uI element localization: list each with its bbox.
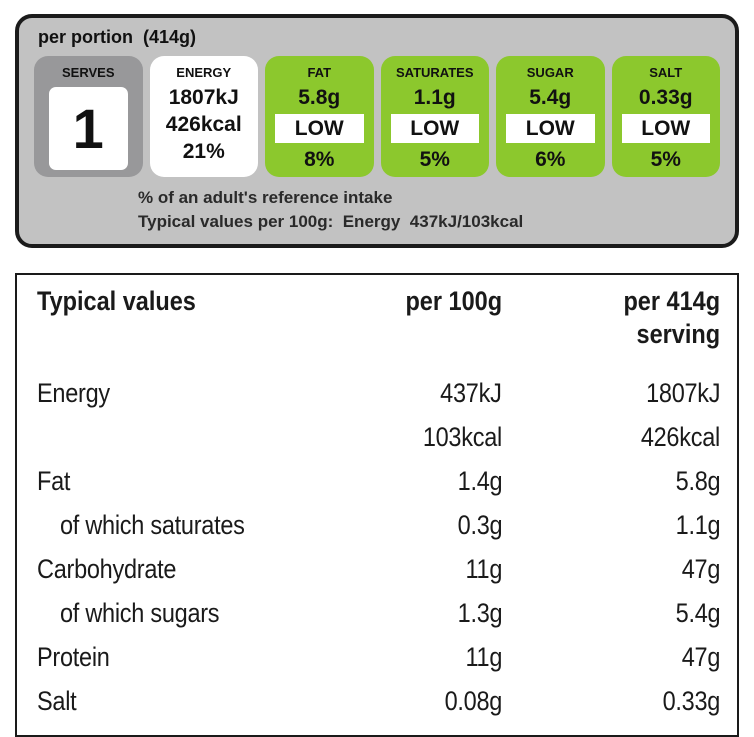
typical-values-table: Typical values per 100g per 414g serving… <box>15 273 739 737</box>
salt-amount: 0.33g <box>638 86 693 109</box>
reference-intake-note: % of an adult's reference intake <box>138 188 393 207</box>
header-per-100g: per 100g <box>405 286 502 316</box>
row-per100: 0.3g <box>457 509 502 540</box>
table-row-fat: Fat 1.4g 5.8g <box>37 459 720 503</box>
row-label: Carbohydrate <box>37 553 177 584</box>
row-per100: 437kJ <box>440 377 503 408</box>
energy-kcal: 426kcal <box>165 113 242 136</box>
saturates-label: SATURATES <box>395 65 474 80</box>
row-label: Salt <box>37 685 77 716</box>
salt-ri-percent: 5% <box>650 148 681 171</box>
row-label <box>37 421 357 454</box>
row-serving: 426kcal <box>640 421 720 452</box>
row-per100: 1.4g <box>457 465 502 496</box>
table-row-protein: Protein 11g 47g <box>37 635 720 679</box>
header-per-serving: per 414g serving <box>623 286 720 349</box>
energy-values: 1807kJ 426kcal 21% <box>166 84 242 165</box>
sugar-ri-percent: 6% <box>535 148 566 171</box>
table-row-salt: Salt 0.08g 0.33g <box>37 679 720 723</box>
per-portion-panel: per portion (414g) SERVES 1 ENERGY 1807k… <box>15 14 739 248</box>
row-label: Protein <box>37 641 110 672</box>
energy-badge: ENERGY 1807kJ 426kcal 21% <box>149 56 258 177</box>
per-portion-heading: per portion (414g) <box>38 27 197 47</box>
row-per100: 11g <box>465 553 502 584</box>
row-label: of which saturates <box>60 509 245 540</box>
saturates-ri-percent: 5% <box>419 148 450 171</box>
fat-badge: FAT 5.8g LOW 8% <box>265 56 374 177</box>
serves-value-box: 1 <box>48 87 128 170</box>
energy-kj: 1807kJ <box>168 86 239 109</box>
energy-label: ENERGY <box>176 65 232 80</box>
panel-footnotes: % of an adult's reference intake Typical… <box>138 186 720 234</box>
serves-badge: SERVES 1 <box>34 56 143 177</box>
row-serving: 47g <box>681 641 721 672</box>
row-label: of which sugars <box>60 597 220 628</box>
table-row-energy-kj: Energy 437kJ 1807kJ <box>37 371 720 415</box>
per-100g-note: Typical values per 100g: Energy 437kJ/10… <box>138 212 524 231</box>
sugar-label: SUGAR <box>526 65 574 80</box>
row-serving: 1807kJ <box>645 377 720 408</box>
saturates-level-badge: LOW <box>390 114 479 143</box>
row-per100: 103kcal <box>422 421 502 452</box>
row-serving: 5.4g <box>675 597 720 628</box>
table-row-saturates: of which saturates 0.3g 1.1g <box>37 503 720 547</box>
row-per100: 0.08g <box>444 685 503 716</box>
row-serving: 0.33g <box>662 685 721 716</box>
salt-badge: SALT 0.33g LOW 5% <box>611 56 720 177</box>
table-header-row: Typical values per 100g per 414g serving <box>37 285 720 351</box>
energy-ri-percent: 21% <box>182 140 225 163</box>
row-serving: 47g <box>681 553 721 584</box>
sugar-badge: SUGAR 5.4g LOW 6% <box>496 56 605 177</box>
badge-row: SERVES 1 ENERGY 1807kJ 426kcal 21% FAT 5… <box>34 56 720 177</box>
table-row-energy-kcal: 103kcal 426kcal <box>37 415 720 459</box>
salt-level-badge: LOW <box>621 114 710 143</box>
serves-value: 1 <box>72 96 104 160</box>
header-typical-values: Typical values <box>37 286 196 316</box>
fat-label: FAT <box>307 65 332 80</box>
fat-amount: 5.8g <box>298 86 341 109</box>
row-label: Fat <box>37 465 71 496</box>
table-row-carbohydrate: Carbohydrate 11g 47g <box>37 547 720 591</box>
saturates-amount: 1.1g <box>413 86 456 109</box>
saturates-badge: SATURATES 1.1g LOW 5% <box>380 56 489 177</box>
sugar-amount: 5.4g <box>529 86 572 109</box>
fat-level-badge: LOW <box>275 114 364 143</box>
row-per100: 11g <box>465 641 502 672</box>
table-row-sugars: of which sugars 1.3g 5.4g <box>37 591 720 635</box>
salt-label: SALT <box>649 65 683 80</box>
serves-label: SERVES <box>61 65 115 80</box>
fat-ri-percent: 8% <box>304 148 335 171</box>
row-per100: 1.3g <box>457 597 502 628</box>
row-serving: 5.8g <box>675 465 720 496</box>
sugar-level-badge: LOW <box>506 114 595 143</box>
row-label: Energy <box>37 377 110 408</box>
row-serving: 1.1g <box>675 509 720 540</box>
